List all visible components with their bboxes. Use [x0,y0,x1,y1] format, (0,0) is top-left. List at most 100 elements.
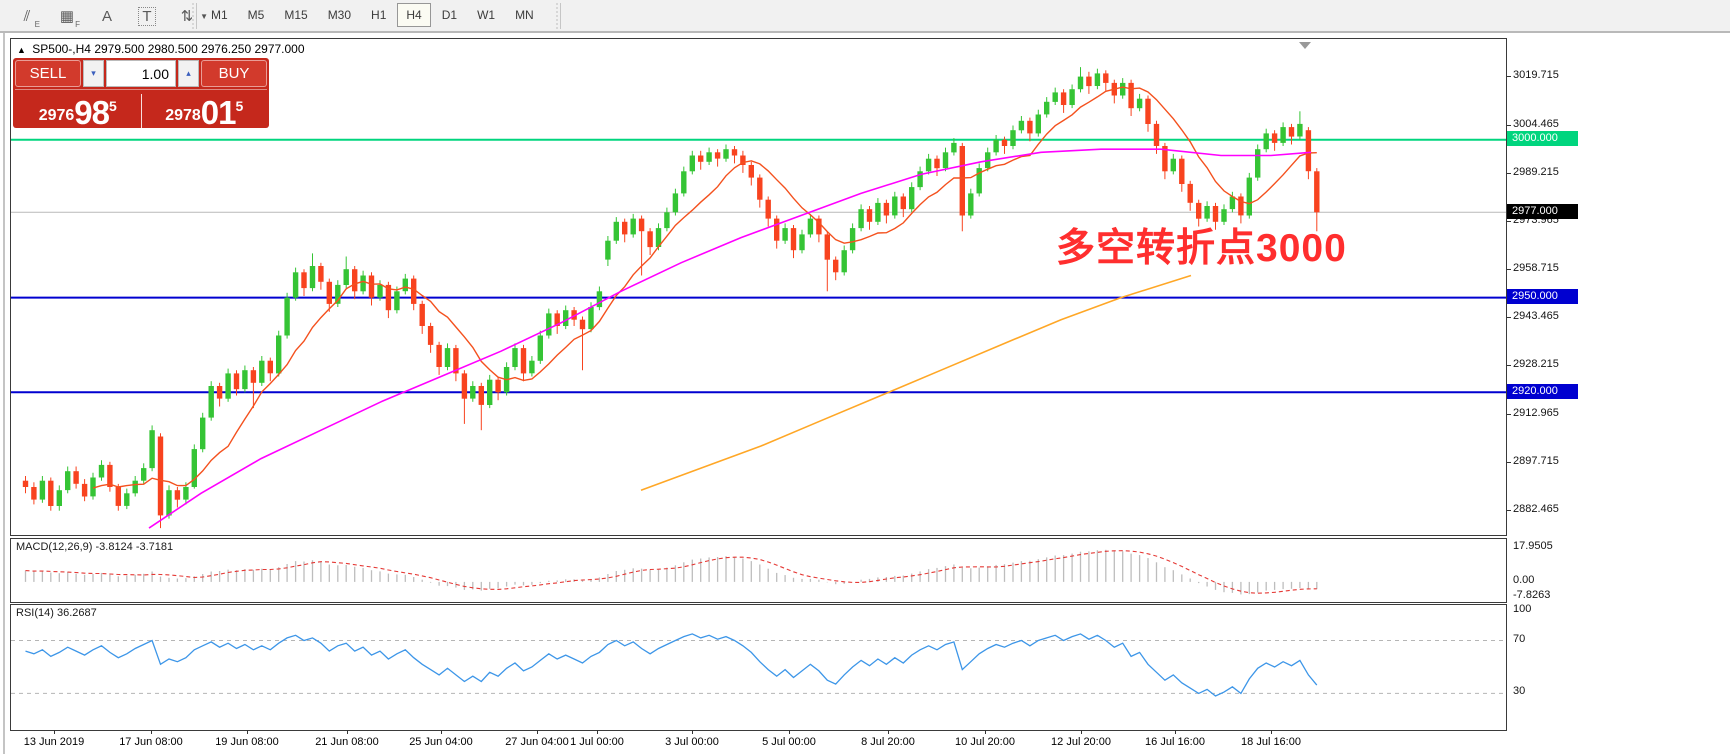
time-axis-label: 19 Jun 08:00 [215,736,279,748]
symbol-name: SP500-,H4 [32,42,91,56]
timeframe-D1[interactable]: D1 [433,3,466,27]
volume-input[interactable] [106,60,176,87]
price-divider [140,94,142,128]
time-axis-tick [1081,730,1082,734]
axis-tick [1507,173,1511,174]
drawing-tools-group: ⫽ E ▦ F A T ⇅ ▼ [12,3,208,30]
time-axis-tick [789,730,790,734]
macd-axis-label: -7.8263 [1513,589,1551,601]
macd-panel[interactable] [10,538,1507,603]
ma-fast-line[interactable] [92,86,1317,489]
price-axis-label: 2897.715 [1513,455,1559,467]
axis-tick [1507,76,1511,77]
macd-axis-label: 0.00 [1513,574,1535,586]
time-axis-label: 16 Jul 16:00 [1145,736,1205,748]
macd-chart [24,549,1318,595]
macd-name: MACD(12,26,9) [16,541,93,553]
macd-axis-label: 17.9505 [1513,540,1553,552]
price-tag-2920.000: 2920.000 [1507,384,1578,399]
rsi-panel[interactable] [10,604,1507,731]
sell-price-sup: 5 [109,98,117,114]
trade-controls-row: SELL ▾ ▴ BUY [15,60,267,90]
left-edge-divider [3,33,5,754]
timeframe-H4[interactable]: H4 [397,3,431,27]
rsi-axis-label: 30 [1513,685,1526,697]
time-axis-tick [1271,730,1272,734]
time-axis-label: 21 Jun 08:00 [315,736,379,748]
time-axis-tick [347,730,348,734]
axis-tick [1507,510,1511,511]
arrow-objects-tool[interactable]: ⇅ ▼ [172,3,208,29]
toolbar-separator [556,3,561,29]
chart-shift-marker-icon[interactable] [1299,42,1311,49]
chart-text-annotation[interactable]: 多空转折点3000 [1056,227,1347,270]
timeframe-M30[interactable]: M30 [319,3,360,27]
time-axis-tick [441,730,442,734]
buy-price[interactable]: 2978 01 5 [142,90,268,128]
text-tool[interactable]: A [92,3,122,29]
text-label-tool[interactable]: T [132,3,162,29]
price-axis-label: 3004.465 [1513,118,1559,130]
ma-mid-line[interactable] [148,148,1312,529]
macd-signal-line [25,550,1317,594]
price-tag-2950.000: 2950.000 [1507,289,1578,304]
price-axis-label: 2928.215 [1513,358,1559,370]
symbol-ohlc-header: ▲ SP500-,H4 2979.500 2980.500 2976.250 2… [17,42,305,56]
rsi-chart [11,633,1506,697]
macd-values: -3.8124 -3.7181 [95,541,174,553]
candlestick-chart [11,42,1506,529]
axis-tick [1507,317,1511,318]
price-axis-label: 2882.465 [1513,503,1559,515]
time-axis-label: 25 Jun 04:00 [409,736,473,748]
symbol-marker-icon: ▲ [17,45,26,55]
equidistant-channel-tool[interactable]: ⫽ E [12,3,42,30]
price-axis-label: 2958.715 [1513,262,1559,274]
time-axis-tick [537,730,538,734]
timeframe-H1[interactable]: H1 [362,3,395,27]
rsi-line [25,633,1318,697]
sell-price[interactable]: 2976 98 5 [15,90,141,128]
time-axis-tick [54,730,55,734]
time-axis-label: 18 Jul 16:00 [1241,736,1301,748]
time-axis-label: 27 Jun 04:00 [505,736,569,748]
timeframe-M1[interactable]: M1 [202,3,237,27]
timeframe-M5[interactable]: M5 [239,3,274,27]
time-axis-label: 13 Jun 2019 [23,736,85,748]
timeframe-MN[interactable]: MN [506,3,543,27]
toolbar-separator [192,3,197,29]
axis-tick [1507,125,1511,126]
sell-price-big: 98 [74,93,110,131]
symbol-ohlc-values: 2979.500 2980.500 2976.250 2977.000 [94,42,305,56]
fibonacci-retracement-tool[interactable]: ▦ F [52,3,82,29]
time-axis-tick [151,730,152,734]
rsi-axis-label: 70 [1513,633,1526,645]
macd-histogram [24,549,1318,595]
volume-dropdown-button[interactable]: ▾ [83,60,104,87]
axis-tick [1507,221,1511,222]
axis-tick [1507,269,1511,270]
axis-tick [1507,462,1511,463]
time-axis-tick [1175,730,1176,734]
price-axis-label: 2943.465 [1513,310,1559,322]
time-axis-label: 5 Jul 00:00 [762,736,816,748]
ma-slow-line[interactable] [640,274,1192,491]
timeframe-W1[interactable]: W1 [468,3,504,27]
chart-toolbar: ⫽ E ▦ F A T ⇅ ▼ M1 M5 M15 M30 H1 H4 D1 W1 MN [0,0,1730,33]
rsi-label: RSI(14) 36.2687 [16,607,97,619]
rsi-name: RSI(14) [16,607,54,619]
time-axis-tick [985,730,986,734]
timeframe-M15[interactable]: M15 [275,3,316,27]
time-axis-tick [888,730,889,734]
rsi-value: 36.2687 [56,607,97,619]
sell-button[interactable]: SELL [15,60,81,87]
buy-button[interactable]: BUY [201,60,267,87]
buy-price-small: 2978 [165,107,201,124]
price-tag-3000.000: 3000.000 [1507,131,1578,146]
price-axis-label: 3019.715 [1513,69,1559,81]
time-axis-label: 10 Jul 20:00 [955,736,1015,748]
price-tag-2977.000: 2977.000 [1507,204,1578,219]
volume-increase-button[interactable]: ▴ [178,60,199,87]
time-axis-tick [247,730,248,734]
